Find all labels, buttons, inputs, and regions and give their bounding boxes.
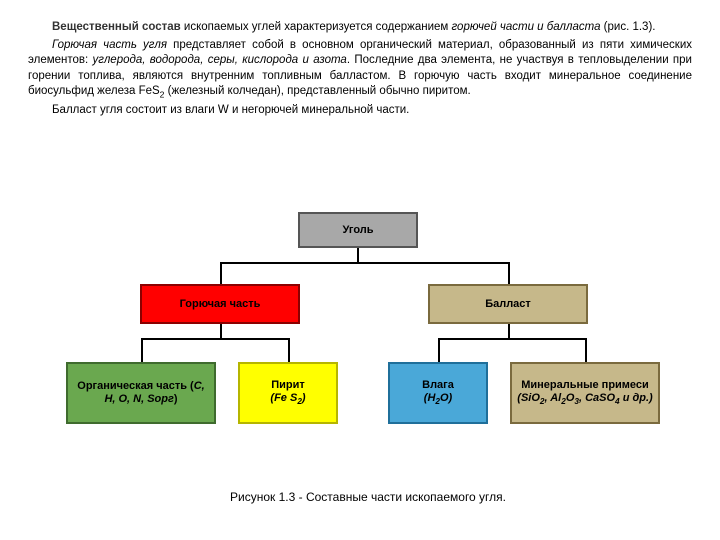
conn-v-coal xyxy=(357,248,359,262)
node-ballast: Балласт xyxy=(428,284,588,324)
node-mineral: Минеральные примеси (SiO2, Al2O3, CaSO4 … xyxy=(510,362,660,424)
node-coal: Уголь xyxy=(298,212,418,248)
conn-h-ballast xyxy=(438,338,586,340)
conn-v-water xyxy=(438,338,440,362)
node-pyrite: Пирит (Fe S2) xyxy=(238,362,338,424)
conn-h-top xyxy=(220,262,508,264)
hierarchy-diagram: Уголь Горючая часть Балласт Органическая… xyxy=(0,212,720,472)
figure-caption: Рисунок 1.3 - Составные части ископаемог… xyxy=(230,490,530,505)
conn-v-ballast-down xyxy=(508,324,510,338)
p3: Балласт угля состоит из влаги W и негорю… xyxy=(28,103,692,119)
conn-v-pyrite xyxy=(288,338,290,362)
conn-v-comb xyxy=(220,262,222,284)
conn-h-comb xyxy=(141,338,289,340)
body-text: Вещественный состав ископаемых углей хар… xyxy=(0,0,720,119)
conn-v-mineral xyxy=(585,338,587,362)
node-combustible: Горючая часть xyxy=(140,284,300,324)
conn-v-ballast xyxy=(508,262,510,284)
p1-lead: Вещественный состав xyxy=(52,21,181,33)
node-water: Влага (H2O) xyxy=(388,362,488,424)
node-organic: Органическая часть (C, H, O, N, Sорг) xyxy=(66,362,216,424)
conn-v-org xyxy=(141,338,143,362)
conn-v-comb-down xyxy=(220,324,222,338)
